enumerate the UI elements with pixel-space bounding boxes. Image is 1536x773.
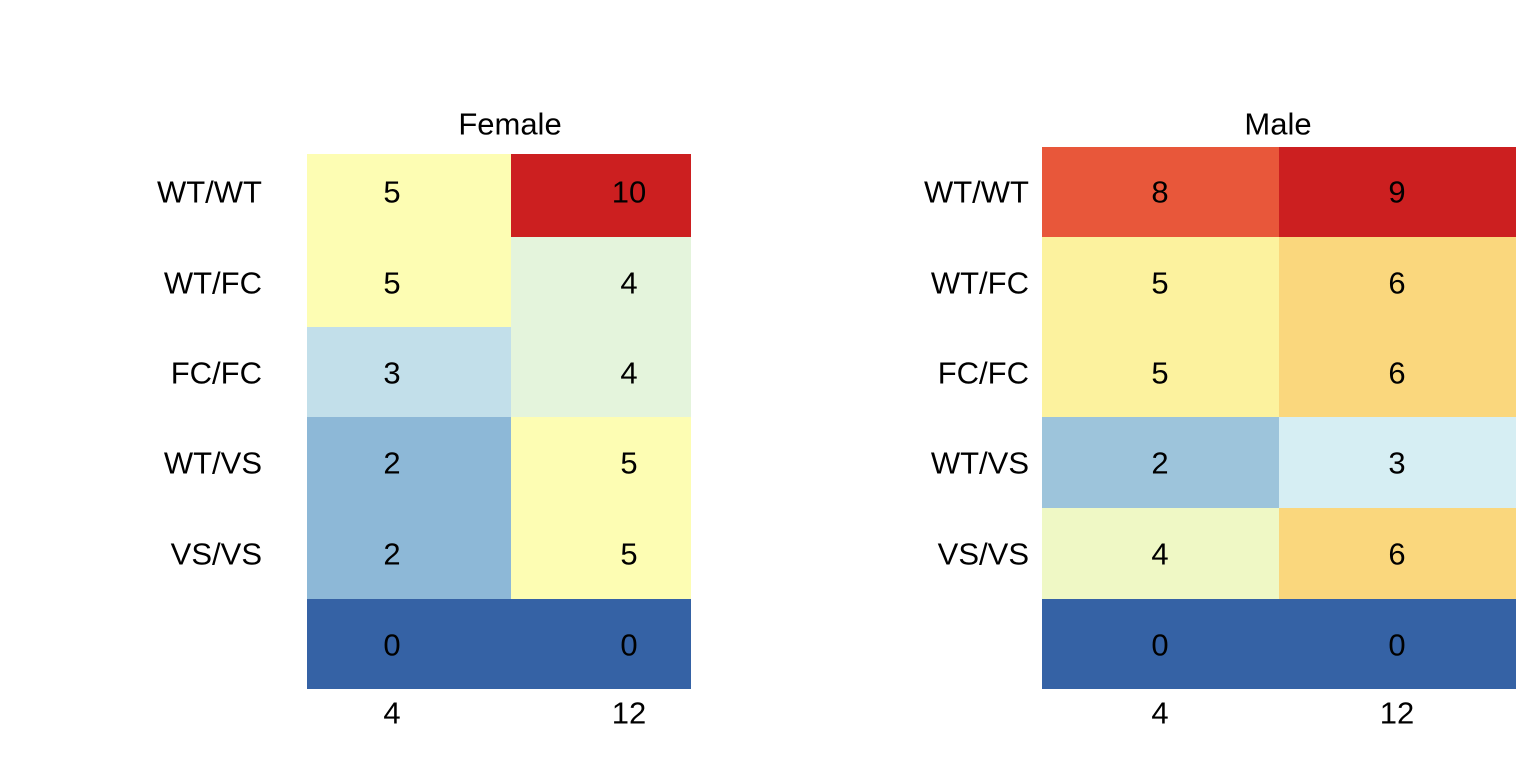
male-x-tick-label: 4 [1151,696,1168,731]
male-cell-col0-block0 [1042,147,1279,237]
female-cell-label: 3 [383,356,400,391]
male-cell-col1-block3 [1279,508,1516,599]
female-cell-col0-block3 [307,599,511,689]
female-cell-label: 5 [620,537,637,572]
female-cell-label: 5 [620,446,637,481]
male-row-label: WT/WT [924,175,1029,210]
male-cell-label: 5 [1151,266,1168,301]
male-cell-label: 8 [1151,175,1168,210]
male-row-label: WT/VS [931,446,1029,481]
male-cell-col0-block4 [1042,599,1279,689]
female-row-label: VS/VS [171,537,262,572]
male-cell-col1-block2 [1279,417,1516,508]
female-cell-col0-block2 [307,417,511,599]
male-cell-label: 3 [1388,446,1405,481]
female-row-label: FC/FC [171,356,262,391]
male-cell-col0-block1 [1042,237,1279,417]
female-cell-col0-block1 [307,327,511,417]
female-row-label: WT/FC [164,266,262,301]
male-cell-label: 9 [1388,175,1405,210]
male-cell-col1-block0 [1279,147,1516,237]
male-cell-col1-block1 [1279,237,1516,417]
male-cell-label: 0 [1388,628,1405,663]
male-cell-label: 6 [1388,356,1405,391]
male-heatmap-panel: 8 9 5 6 5 6 2 3 4 6 0 0 WT/WT WT/FC FC/FC WT/VS VS/VS 4 12… [924,107,1516,731]
male-row-label: VS/VS [938,537,1029,572]
female-x-tick-label: 12 [612,696,646,731]
female-cell-label: 2 [383,446,400,481]
female-cell-label: 2 [383,537,400,572]
female-cell-col1-block0 [511,154,691,237]
female-cell-col1-block1 [511,237,691,417]
male-cell-label: 4 [1151,537,1168,572]
female-heatmap-panel: 5 10 5 4 3 4 2 5 2 5 0 0 WT/WT WT/FC FC/FC WT/VS VS/VS 4 1… [157,107,691,731]
male-row-label: FC/FC [938,356,1029,391]
male-cell-col1-block4 [1279,599,1516,689]
female-cell-col1-block2 [511,417,691,599]
female-row-label: WT/WT [157,175,262,210]
female-cell-label: 5 [383,175,400,210]
male-panel-title: Male [1244,107,1311,142]
female-cell-label: 5 [383,266,400,301]
male-cell-col0-block2 [1042,417,1279,508]
female-cell-col0-block0 [307,154,511,327]
male-cell-label: 6 [1388,537,1405,572]
female-cell-label: 4 [620,356,637,391]
female-cell-label: 0 [620,628,637,663]
female-cell-label: 10 [612,175,646,210]
male-cell-col0-block3 [1042,508,1279,599]
male-cell-label: 5 [1151,356,1168,391]
female-cell-col1-block3 [511,599,691,689]
male-x-tick-label: 12 [1380,696,1414,731]
female-cell-label: 0 [383,628,400,663]
male-cell-label: 6 [1388,266,1405,301]
female-panel-title: Female [458,107,561,142]
male-cell-label: 2 [1151,446,1168,481]
female-cell-label: 4 [620,266,637,301]
male-cell-label: 0 [1151,628,1168,663]
female-row-label: WT/VS [164,446,262,481]
male-row-label: WT/FC [931,266,1029,301]
female-x-tick-label: 4 [383,696,400,731]
